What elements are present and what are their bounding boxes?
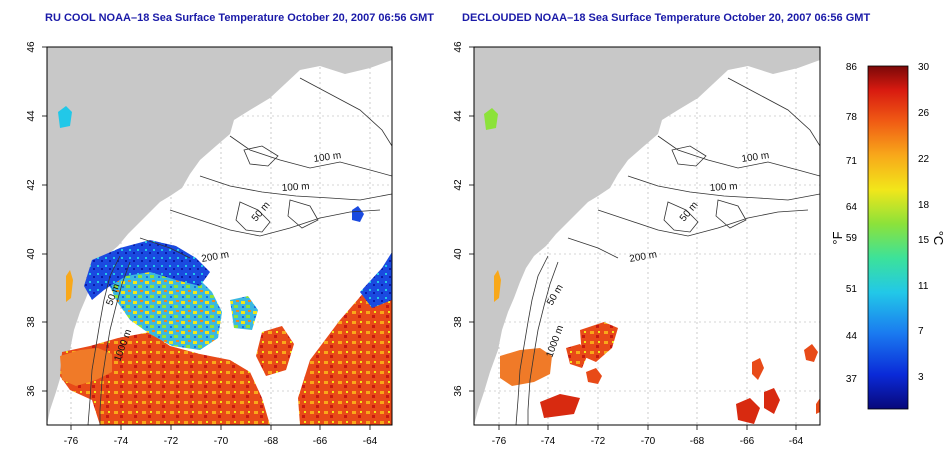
left-sst-southeast-warm [298,272,392,425]
fahrenheit-tick-label: 71 [846,156,858,167]
left-sst-coastal-orange [60,348,112,386]
colorbar-gradient [867,65,909,410]
right-sst-patch [580,322,618,362]
temperature-colorbar: 86 78 71 64 59 51 44 37 30 26 22 18 15 1… [830,62,946,410]
fahrenheit-tick-label: 37 [846,374,858,385]
left-x-tick-label: -68 [264,436,279,447]
left-sst-southern-warm [60,332,270,425]
right-y-tick-label: 38 [453,316,464,328]
left-contour-label: 200 m [201,249,230,265]
celsius-tick-label: 22 [918,154,930,165]
fahrenheit-tick-label: 64 [846,202,858,213]
celsius-tick-label: 11 [918,281,929,292]
left-map-title: RU COOL NOAA–18 Sea Surface Temperature … [45,12,435,24]
right-contour-label: 200 m [629,249,658,265]
right-island [680,48,730,64]
right-x-tick-label: -72 [591,436,606,447]
left-map-panel: 100 m 100 m 50 m 200 m 50 m 1000 m -76 -… [26,41,393,447]
right-sst-patch [586,368,602,384]
celsius-tick-label: 18 [918,200,930,211]
left-x-tick-label: -74 [114,436,129,447]
right-land-mass [474,47,820,425]
celsius-tick-label: 7 [918,326,924,337]
fahrenheit-tick-label: 44 [846,331,858,342]
right-island [546,64,562,75]
right-x-tick-label: -76 [492,436,507,447]
celsius-unit-label: °C [931,231,946,246]
left-sst-patch [352,206,364,222]
left-sst-patch [256,326,294,376]
left-map-frame [46,46,393,426]
right-sst-patch [816,398,820,414]
left-island [252,48,302,64]
left-sst-patch [58,106,72,128]
celsius-tick-label: 15 [918,235,930,246]
right-sst-patch [540,394,580,418]
left-y-tick-label: 40 [26,248,37,260]
right-map-frame [473,46,821,426]
right-map-panel: 100 m 100 m 50 m 200 m 50 m 1000 m -76 -… [453,41,821,447]
right-x-tick-label: -70 [641,436,656,447]
right-contour-label: 100 m [741,150,770,165]
right-x-tick-label: -66 [740,436,755,447]
celsius-tick-label: 26 [918,108,930,119]
right-sst-patch [494,270,501,302]
fahrenheit-tick-label: 51 [846,284,858,295]
right-y-tick-label: 44 [453,110,464,122]
fahrenheit-tick-label: 78 [846,112,858,123]
fahrenheit-tick-label: 59 [846,233,858,244]
left-x-tick-label: -76 [64,436,79,447]
left-sst-patch [66,270,73,302]
right-x-tick-label: -74 [541,436,556,447]
left-contour-label: 100 m [313,150,342,165]
right-sst-patch [752,358,764,380]
fahrenheit-tick-label: 86 [846,62,858,73]
left-x-tick-label: -64 [363,436,378,447]
left-sst-east-blue [360,252,392,308]
right-sst-patch [764,388,780,414]
left-contour-label: 100 m [281,181,309,194]
right-tick-marks [469,46,797,430]
left-y-tick-label: 38 [26,316,37,328]
right-bathymetry-contours [515,77,820,425]
right-y-tick-label: 40 [453,248,464,260]
left-x-tick-label: -66 [313,436,328,447]
left-island [118,64,134,75]
right-x-tick-label: -64 [789,436,804,447]
right-sst-patch [566,344,588,368]
left-x-tick-label: -72 [164,436,179,447]
right-y-tick-label: 42 [453,179,464,191]
left-sst-northern-blue [84,240,210,300]
right-y-tick-label: 46 [453,41,464,53]
left-x-tick-label: -70 [214,436,229,447]
right-sst-patch [804,344,818,362]
right-sst-coastal-orange [500,348,552,386]
right-map-title: DECLOUDED NOAA–18 Sea Surface Temperatur… [462,12,871,24]
right-sst-patch [736,398,760,424]
fahrenheit-unit-label: °F [830,231,845,244]
right-sst-patch [484,108,498,130]
left-tick-marks [42,46,371,430]
celsius-tick-label: 3 [918,372,924,383]
left-y-tick-label: 44 [26,110,37,122]
left-y-tick-label: 46 [26,41,37,53]
right-contour-label: 100 m [709,181,737,194]
left-sst-patch [230,296,258,330]
left-land-mass [47,47,392,425]
left-bathymetry-contours [87,77,392,425]
left-y-tick-label: 42 [26,179,37,191]
celsius-tick-label: 30 [918,62,930,73]
right-x-tick-label: -68 [690,436,705,447]
right-y-tick-label: 36 [453,385,464,397]
left-y-tick-label: 36 [26,385,37,397]
